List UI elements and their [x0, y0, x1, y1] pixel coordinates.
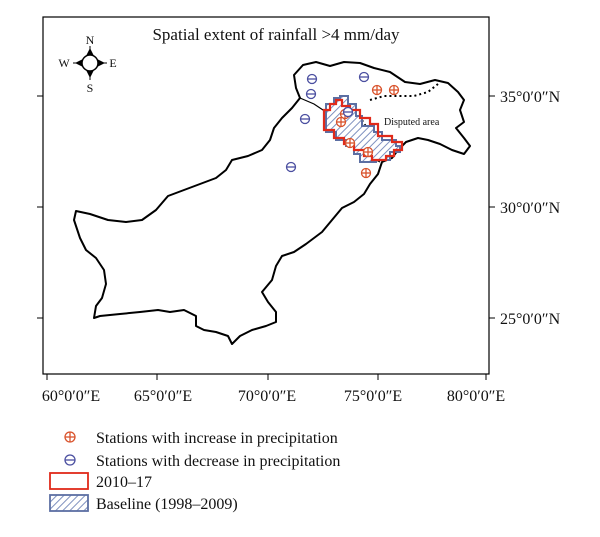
legend-decrease-icon: [64, 454, 76, 466]
disputed-boundary: [369, 83, 439, 101]
station-increase-marker: [344, 137, 356, 149]
compass-icon: N S W E: [58, 33, 116, 95]
compass-n-label: N: [86, 33, 95, 47]
y-tick-label-30: 30°0′0″N: [500, 200, 561, 217]
x-tick-label-80: 80°0′0″E: [447, 388, 505, 405]
map-frame: [42, 16, 490, 375]
compass-e-label: E: [109, 56, 116, 70]
station-decrease-marker: [358, 71, 370, 83]
station-decrease-marker: [285, 161, 297, 173]
x-tick-label-70: 70°0′0″E: [238, 388, 296, 405]
legend-increase-icon: [64, 431, 76, 443]
x-tick-label-60: 60°0′0″E: [42, 388, 100, 405]
stations-decrease: [285, 71, 370, 173]
legend-period-label: 2010–17: [96, 474, 152, 491]
x-tick-label-65: 65°0′0″E: [134, 388, 192, 405]
legend-baseline-swatch: [49, 494, 89, 512]
compass-s-label: S: [87, 81, 94, 95]
y-tick-label-25: 25°0′0″N: [500, 311, 561, 328]
station-increase-marker: [335, 116, 347, 128]
pakistan-boundary: [73, 61, 471, 345]
legend-baseline-label: Baseline (1998–2009): [96, 496, 238, 513]
station-decrease-marker: [299, 113, 311, 125]
station-decrease-marker: [305, 88, 317, 100]
x-tick-label-75: 75°0′0″E: [344, 388, 402, 405]
legend-decrease-label: Stations with decrease in precipitation: [96, 453, 340, 470]
map-title: Spatial extent of rainfall >4 mm/day: [152, 25, 400, 44]
legend-period-swatch: [49, 472, 89, 490]
legend-increase-label: Stations with increase in precipitation: [96, 430, 338, 447]
station-increase-marker: [360, 167, 372, 179]
legend: Stations with increase in precipitation …: [49, 430, 340, 513]
station-increase-marker: [388, 84, 400, 96]
y-tick-label-35: 35°0′0″N: [500, 89, 561, 106]
station-decrease-marker: [342, 106, 354, 118]
station-increase-marker: [371, 84, 383, 96]
compass-w-label: W: [58, 56, 70, 70]
disputed-area-label: Disputed area: [384, 117, 440, 128]
axis-ticks: [37, 95, 495, 380]
station-decrease-marker: [306, 73, 318, 85]
station-increase-marker: [362, 146, 374, 158]
